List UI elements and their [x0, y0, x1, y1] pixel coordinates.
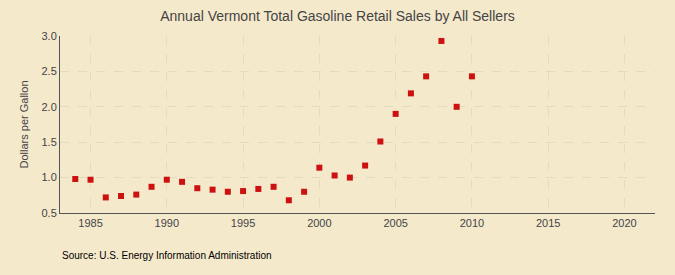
svg-text:1985: 1985 [78, 217, 102, 229]
svg-text:2020: 2020 [612, 217, 636, 229]
svg-text:2005: 2005 [383, 217, 407, 229]
svg-text:3.0: 3.0 [42, 30, 57, 42]
svg-text:2.5: 2.5 [42, 65, 57, 77]
svg-text:Dollars per Gallon: Dollars per Gallon [18, 80, 30, 168]
svg-text:0.5: 0.5 [42, 207, 57, 219]
svg-text:1995: 1995 [231, 217, 255, 229]
svg-text:2000: 2000 [307, 217, 331, 229]
svg-text:2010: 2010 [460, 217, 484, 229]
svg-text:2.0: 2.0 [42, 101, 57, 113]
svg-text:1.5: 1.5 [42, 136, 57, 148]
svg-text:Source: U.S. Energy Informatio: Source: U.S. Energy Information Administ… [62, 250, 272, 261]
svg-text:2015: 2015 [536, 217, 560, 229]
svg-text:Annual Vermont Total Gasoline: Annual Vermont Total Gasoline Retail Sal… [160, 8, 515, 24]
svg-text:1.0: 1.0 [42, 171, 57, 183]
svg-text:1990: 1990 [155, 217, 179, 229]
